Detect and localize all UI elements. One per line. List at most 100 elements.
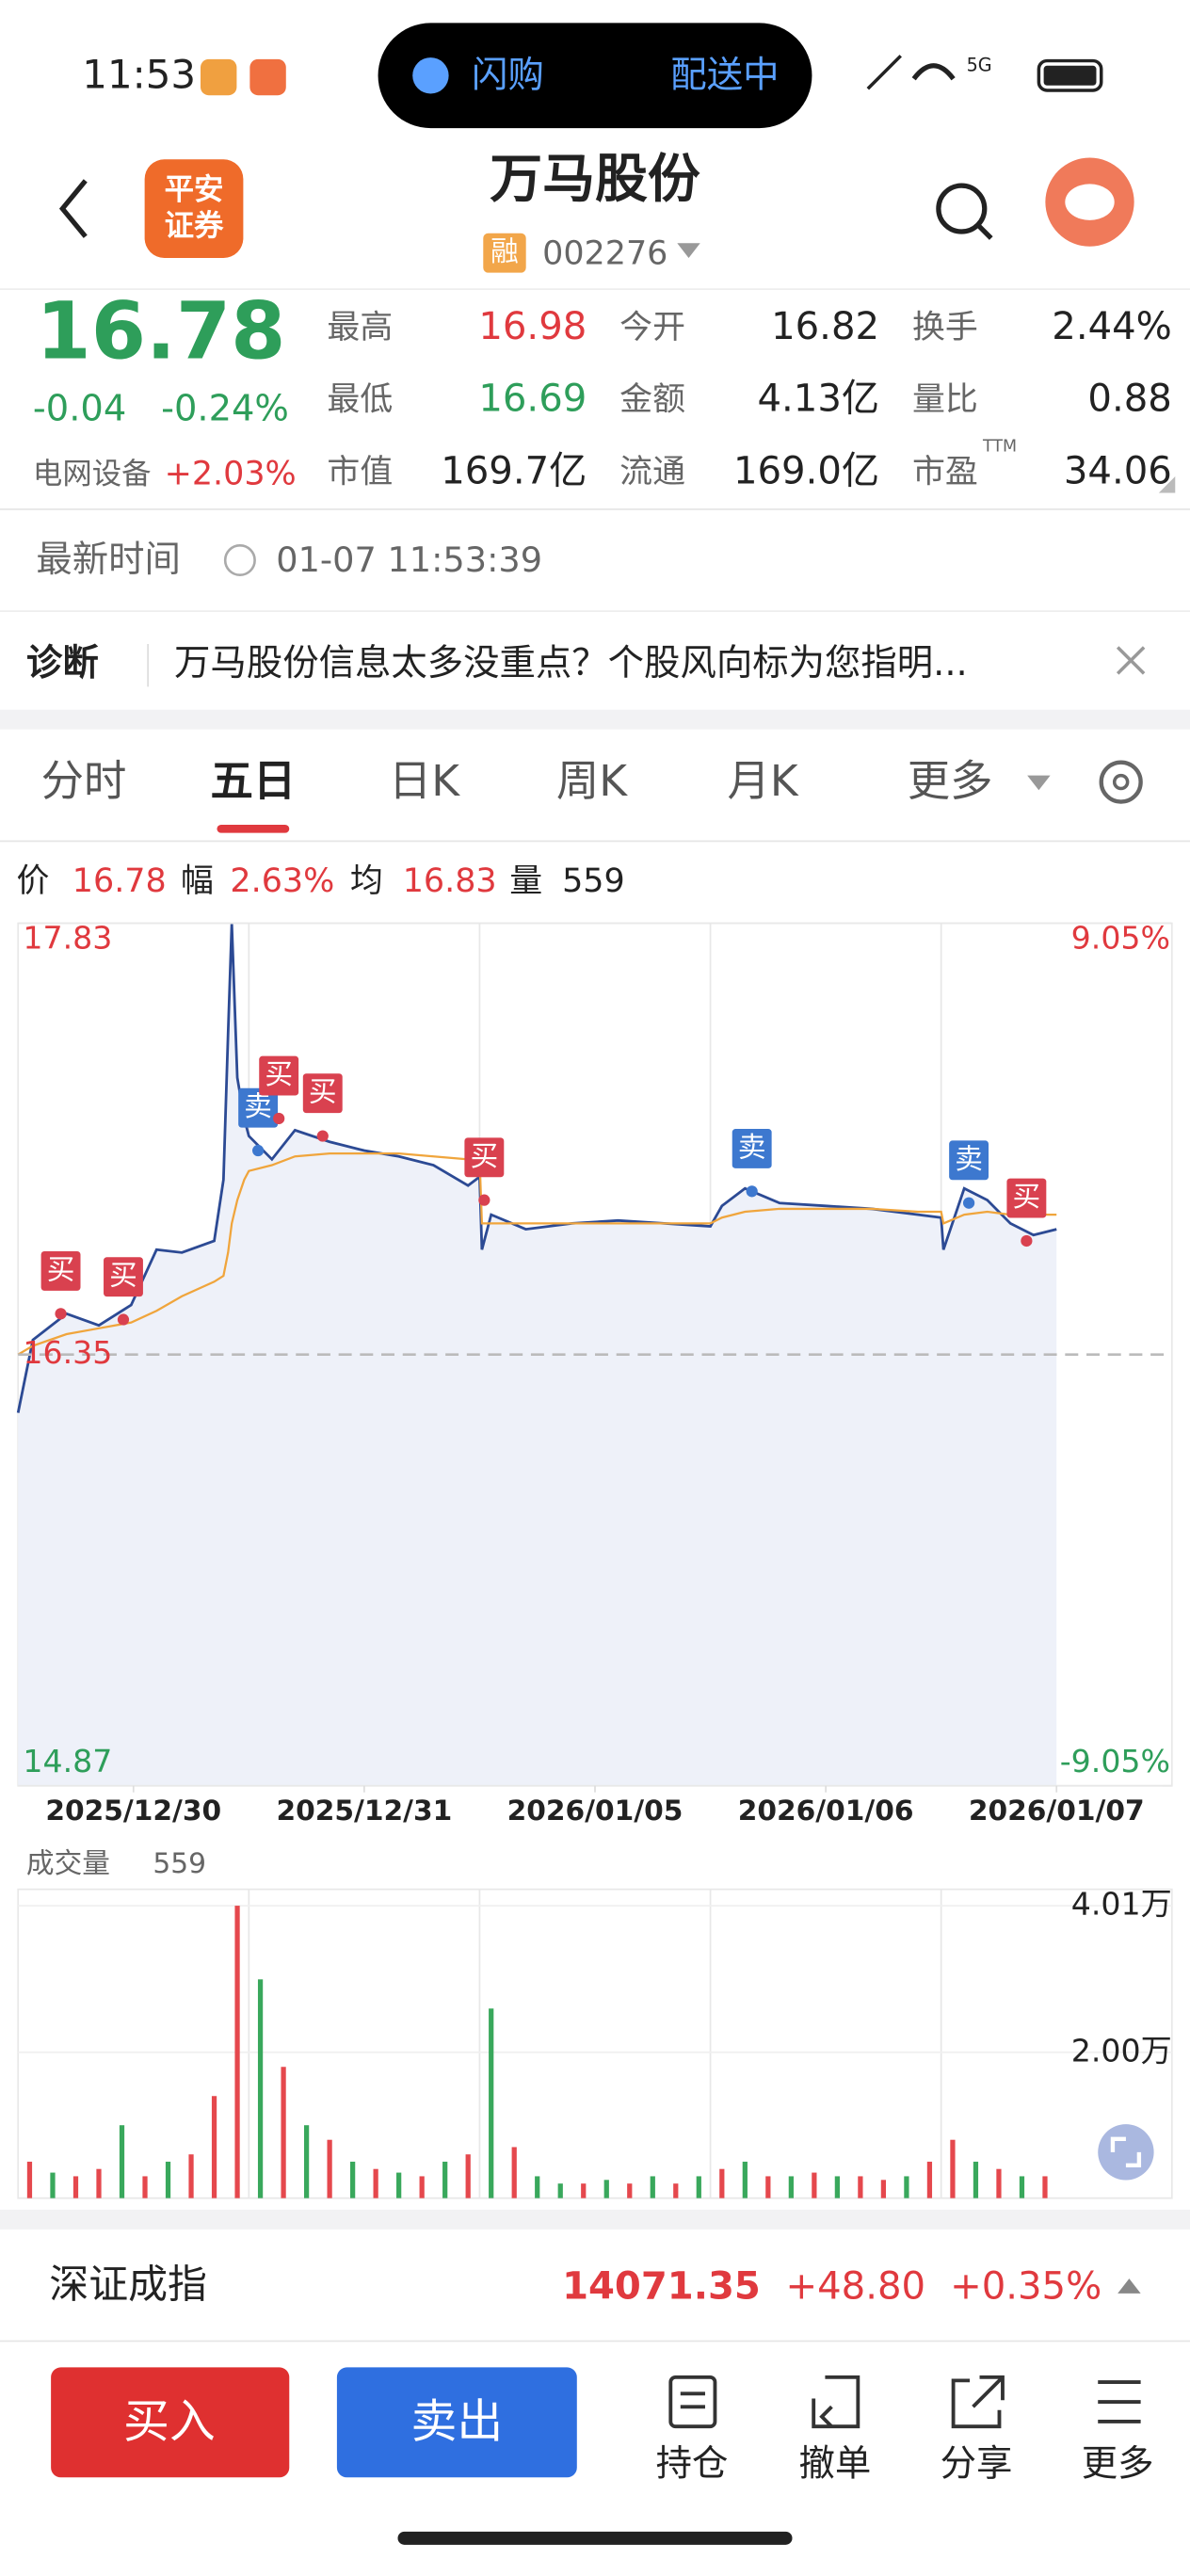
tab[interactable]: 月K (728, 756, 799, 806)
change: -0.04 (33, 388, 126, 430)
volume-bar (557, 2183, 563, 2198)
sector: 电网设备 (33, 457, 152, 491)
stat-label: 最高 (327, 309, 393, 346)
badge-text: 融 (490, 234, 519, 267)
stat-value: 34.06 (1064, 450, 1172, 493)
expand-button[interactable] (1098, 2124, 1154, 2181)
trade-label: 买 (309, 1075, 337, 1108)
volume-bar (627, 2183, 633, 2198)
stat-value: 2.44% (1052, 305, 1172, 348)
trade-label: 卖 (738, 1130, 766, 1163)
y-tick-label: 14.87 (23, 1743, 112, 1779)
info-icon[interactable] (223, 543, 256, 577)
trade-badge[interactable] (302, 1073, 343, 1114)
sell-button[interactable] (336, 2367, 577, 2478)
volume-bar (603, 2180, 609, 2198)
trade-badge[interactable] (949, 1140, 989, 1181)
volume-bar (465, 2154, 471, 2198)
trade-point (962, 1197, 975, 1209)
hold-lines (680, 2391, 705, 2409)
diagnosis-text[interactable]: 万马股份信息太多没重点？个股风向标为您指明... (174, 642, 968, 684)
update-label: 最新时间 (36, 539, 181, 581)
index-name: 深证成指 (49, 2261, 207, 2307)
stat-label: 流通 (619, 454, 685, 491)
pill-icon (412, 57, 449, 94)
x-tick-label: 2026/01/06 (738, 1794, 914, 1827)
volume-bar (303, 2125, 310, 2198)
home-indicator (397, 2531, 793, 2545)
volume-bar (350, 2161, 356, 2198)
volume-bar (719, 2168, 725, 2198)
volume-bar (234, 1906, 240, 2198)
more-icon[interactable] (1098, 2380, 1141, 2423)
stats-grid: 最高 16.98 今开 16.82 换手 2.44% 最低 16.69 金额 4.13亿 量比 0.8… (327, 305, 1171, 493)
trade-badge[interactable] (732, 1129, 772, 1168)
stat-value: 16.82 (771, 305, 879, 348)
trade-label: 买 (47, 1252, 75, 1285)
wifi-icon (911, 63, 956, 81)
expand-arrow[interactable] (1118, 2278, 1141, 2294)
volume-chart: 2.00万 4.01万 (18, 1886, 1172, 2198)
close-button[interactable] (1116, 646, 1146, 675)
trade-label: 卖 (955, 1142, 983, 1175)
volume-bar (142, 2176, 148, 2198)
sector-pct: +2.03% (165, 455, 297, 492)
search-handle (975, 223, 993, 240)
buy-button[interactable] (51, 2367, 290, 2478)
sell-label: 卖出 (410, 2394, 503, 2448)
trade-label: 买 (471, 1139, 499, 1172)
settings-icon (1112, 773, 1130, 791)
volume-bar (973, 2161, 979, 2198)
volume-bar (926, 2161, 933, 2198)
volume-bar (581, 2183, 587, 2198)
gap (0, 709, 1190, 730)
index-value: 14071.35 (562, 2265, 761, 2309)
info-value: 559 (562, 862, 625, 900)
volume-bar (1042, 2176, 1048, 2198)
share-icon[interactable] (951, 2375, 1005, 2429)
volume-bar (50, 2172, 56, 2198)
x-tick-label: 2025/12/30 (45, 1794, 221, 1827)
trade-badge[interactable] (1006, 1178, 1047, 1218)
trade-badge[interactable] (104, 1257, 143, 1297)
trade-point (55, 1308, 67, 1320)
avatar-face (1065, 184, 1115, 220)
trade-badge[interactable] (259, 1055, 299, 1096)
trade-badge[interactable] (464, 1137, 505, 1178)
tab[interactable]: 分时 (41, 756, 127, 806)
tab[interactable]: 五日 (210, 756, 296, 806)
tab[interactable]: 更多 (908, 756, 993, 806)
back-button[interactable] (58, 179, 88, 238)
ttm-label: TTM (982, 438, 1017, 457)
stat-label: 换手 (912, 309, 978, 346)
logo-text: 证券 (165, 209, 224, 243)
battery-level (1043, 65, 1097, 86)
tab[interactable]: 周K (556, 756, 628, 806)
volume-bar (673, 2183, 679, 2198)
search-button[interactable] (936, 183, 988, 234)
x-tick-label: 2025/12/31 (276, 1794, 452, 1827)
pill-text: 闪购 (472, 55, 544, 97)
expand-icon (1110, 2136, 1142, 2167)
tab[interactable]: 日K (389, 756, 460, 806)
app-icon (200, 58, 237, 96)
y2-tick-label: -9.05% (1060, 1743, 1170, 1779)
tool-label: 持仓 (656, 2443, 729, 2486)
y-tick-label: 4.01万 (1071, 1886, 1172, 1923)
volume-bar (72, 2176, 79, 2198)
info-label: 均 (350, 862, 383, 900)
volume-bar (96, 2168, 102, 2198)
volume-bar (257, 1979, 264, 2198)
mute-icon (866, 55, 902, 90)
trade-badge[interactable] (238, 1087, 279, 1128)
volume-bar (327, 2139, 332, 2198)
settings-button[interactable] (1099, 760, 1143, 804)
dropdown-arrow[interactable] (677, 243, 700, 258)
cancel-icon[interactable] (812, 2375, 860, 2429)
dynamic-island[interactable] (378, 23, 812, 129)
hold-icon[interactable] (668, 2375, 717, 2429)
stat-label: 金额 (619, 381, 685, 419)
dropdown-arrow (1027, 775, 1051, 791)
trade-badge[interactable] (40, 1251, 81, 1291)
